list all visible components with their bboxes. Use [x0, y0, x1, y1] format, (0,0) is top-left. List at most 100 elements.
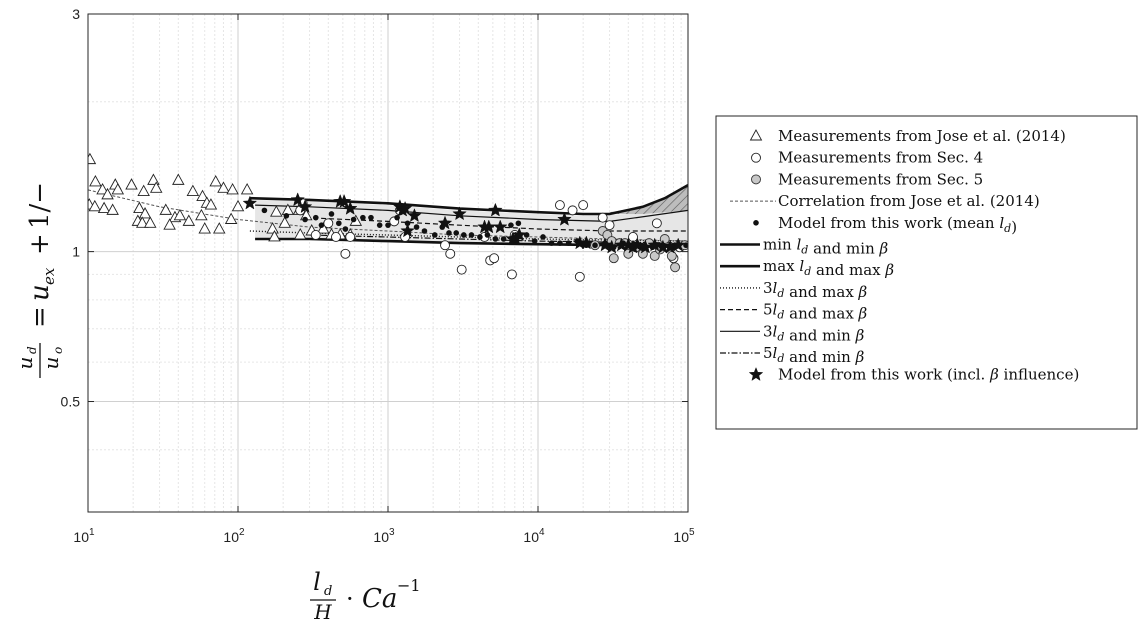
- data-point-star: [400, 223, 415, 238]
- data-point-triangle: [231, 199, 245, 212]
- data-point-circle-open: [578, 200, 589, 211]
- data-point-circle-open: [340, 248, 351, 259]
- data-point-triangle: [212, 222, 226, 234]
- data-point-triangle: [224, 212, 238, 224]
- data-point-dot: [557, 240, 563, 246]
- data-point-circle-open: [489, 253, 500, 264]
- data-point-star: [488, 202, 503, 217]
- model-band: [255, 199, 688, 246]
- data-point-triangle: [163, 218, 176, 230]
- svg-text:u: u: [13, 357, 37, 370]
- x-tick-label: 104: [523, 527, 545, 545]
- svg-text:l: l: [313, 568, 321, 596]
- data-point-dot: [540, 234, 546, 240]
- data-point-dot: [492, 236, 499, 242]
- y-tick-label: 3: [72, 6, 80, 22]
- data-point-star: [397, 200, 413, 215]
- data-point-circle-gray: [666, 251, 677, 261]
- data-point-dot: [477, 234, 483, 240]
- data-point-circle-open: [554, 200, 565, 211]
- data-point-star: [452, 206, 467, 221]
- data-point-dot: [508, 222, 514, 228]
- data-point-triangle: [138, 207, 152, 219]
- data-point-dot: [515, 220, 522, 227]
- data-point-circle-open: [651, 218, 662, 229]
- svg-text:=: =: [25, 306, 55, 328]
- data-point-circle-open: [604, 220, 615, 231]
- data-point-dot: [368, 214, 374, 221]
- data-point-triangle: [125, 178, 138, 190]
- svg-text:d: d: [324, 584, 332, 599]
- legend-label: 3ld and min β: [763, 322, 865, 344]
- data-point-star: [492, 219, 508, 234]
- svg-text:u: u: [25, 284, 55, 301]
- data-point-star: [342, 200, 358, 215]
- x-tick-label: 105: [673, 527, 695, 545]
- data-point-circle-open: [345, 232, 356, 242]
- svg-text:·: ·: [346, 585, 354, 613]
- legend-symbol: [748, 367, 764, 381]
- data-point-dot: [431, 232, 438, 238]
- data-point-dot: [484, 232, 491, 238]
- data-point-triangle: [97, 201, 111, 214]
- series-markers: [88, 152, 688, 282]
- svg-text:+: +: [25, 233, 55, 255]
- data-point-dot: [500, 236, 507, 242]
- x-tick-label: 101: [73, 527, 95, 545]
- y-tick-label: 1: [72, 244, 80, 260]
- data-point-dot: [385, 222, 391, 228]
- legend-box: [715, 115, 1138, 430]
- y-tick-label: 0.5: [61, 394, 81, 410]
- series-line-6: [249, 183, 688, 216]
- data-point-circle-open: [456, 264, 467, 275]
- data-point-dot: [376, 222, 383, 228]
- axis-ticks: 101 102 103 104 105 0.5 1 3: [61, 6, 695, 545]
- data-point-dot: [413, 224, 420, 230]
- data-point-dot: [302, 216, 308, 223]
- legend-label: Measurements from Sec. 4: [778, 149, 983, 167]
- data-point-star: [437, 215, 453, 230]
- data-point-dot: [531, 238, 538, 244]
- data-point-dot: [360, 214, 366, 221]
- data-point-triangle: [173, 208, 187, 221]
- legend-label: Correlation from Jose et al. (2014): [778, 192, 1040, 210]
- data-point-circle-open: [331, 232, 341, 242]
- legend-symbol: [749, 129, 763, 141]
- legend-label: min ld and min β: [763, 236, 889, 258]
- data-point-triangle: [268, 230, 281, 242]
- data-point-star: [597, 237, 613, 252]
- data-point-dot: [565, 240, 572, 246]
- data-point-dot: [592, 242, 598, 249]
- data-point-triangle: [186, 184, 200, 197]
- data-point-circle-open: [323, 218, 334, 229]
- legend-symbol: [751, 152, 761, 163]
- data-point-triangle: [88, 199, 102, 212]
- data-point-triangle: [240, 182, 254, 195]
- svg-text:Ca: Ca: [362, 584, 397, 614]
- data-point-star: [630, 237, 645, 252]
- data-point-circle-gray: [659, 234, 670, 244]
- legend-label: max ld and max β: [763, 257, 894, 279]
- data-point-dot: [328, 211, 335, 217]
- legend-label: 5ld and min β: [763, 344, 865, 366]
- svg-text:u: u: [39, 357, 63, 370]
- legend-label: 5ld and max β: [763, 301, 868, 323]
- legend-label: Model from this work (mean ld): [778, 214, 1017, 236]
- data-point-triangle: [266, 222, 279, 234]
- data-point-triangle: [149, 181, 163, 193]
- data-point-dot: [548, 240, 555, 246]
- data-point-triangle: [226, 182, 239, 195]
- svg-text:d: d: [25, 346, 39, 354]
- data-point-star: [297, 199, 313, 214]
- data-point-triangle: [135, 216, 149, 228]
- data-point-circle-open: [445, 248, 456, 259]
- legend-label: Measurements from Sec. 5: [778, 170, 983, 188]
- data-point-star: [579, 235, 594, 250]
- data-point-triangle: [182, 214, 196, 226]
- legend-symbol: [751, 174, 761, 185]
- grid: [88, 14, 688, 512]
- data-point-triangle: [209, 175, 222, 187]
- data-point-triangle: [88, 152, 97, 165]
- data-point-circle-gray: [670, 262, 681, 273]
- data-point-triangle: [217, 181, 230, 193]
